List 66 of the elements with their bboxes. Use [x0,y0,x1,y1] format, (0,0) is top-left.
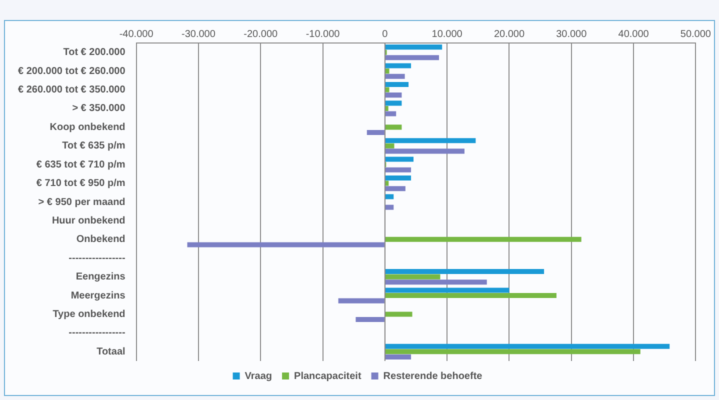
bar [338,298,384,304]
bar [385,74,405,79]
bar [187,242,384,248]
x-tick-label: 40.000 [618,28,650,40]
bar [385,156,414,162]
bar [385,288,510,293]
bar [385,111,396,116]
bar [385,148,464,154]
bar [385,124,402,130]
legend-label: Resterende behoefte [383,370,483,382]
bar [385,138,476,144]
bar [385,312,412,317]
y-tick-label: Koop onbekend [50,122,126,133]
bar [385,106,388,111]
bar [385,55,439,60]
y-tick-label: ----------------- [68,328,126,339]
bar [385,63,412,68]
legend-label: Plancapaciteit [294,370,362,382]
y-tick-label: Tot € 635 p/m [62,140,126,152]
y-tick-label: Type onbekend [52,308,126,320]
bar [385,293,556,298]
x-tick-label: -10.000 [306,28,340,40]
bar [385,236,582,242]
bar [385,44,442,50]
x-tick-label: 10.000 [432,28,463,40]
bar [385,100,402,106]
bar [385,349,640,354]
bar [385,354,412,360]
bar [356,317,384,322]
bar [385,280,487,285]
y-tick-label: > € 950 per maand [38,196,126,208]
y-tick-label: Totaal [96,346,126,358]
x-tick-label: -40.000 [119,28,154,40]
y-tick-label: Onbekend [76,234,126,246]
bar [385,175,412,181]
bar [385,186,406,192]
y-tick-label: € 635 tot € 710 p/m [36,159,126,170]
y-tick-label: Eengezins [76,272,126,283]
x-tick-label: 50.000 [680,28,712,40]
legend-label: Vraag [244,370,272,382]
x-tick-label: -20.000 [244,28,278,40]
bar [385,143,394,148]
y-tick-label: > € 350.000 [72,103,126,114]
bar [385,82,409,87]
bar [385,204,394,210]
y-tick-label: € 200.000 tot € 260.000 [18,66,126,77]
x-tick-label: 20.000 [494,28,525,40]
bar [366,130,384,135]
y-tick-label: € 710 tot € 950 p/m [36,178,126,190]
bar [385,87,390,92]
bar [385,68,390,74]
x-tick-label: -30.000 [181,28,216,40]
bar [385,194,394,200]
bar [385,274,440,280]
x-tick-label: 30.000 [556,28,588,40]
bar [385,92,402,98]
bar [385,269,544,274]
y-tick-label: Huur onbekend [52,215,126,226]
y-tick-label: € 260.000 tot € 350.000 [18,84,126,96]
y-tick-label: Tot € 200.000 [63,47,126,58]
x-tick-label: 0 [382,28,388,40]
y-tick-label: Meergezins [70,290,126,302]
y-tick-label: ----------------- [68,252,126,264]
bar [385,167,412,172]
bar [385,344,670,349]
bar [385,180,389,186]
